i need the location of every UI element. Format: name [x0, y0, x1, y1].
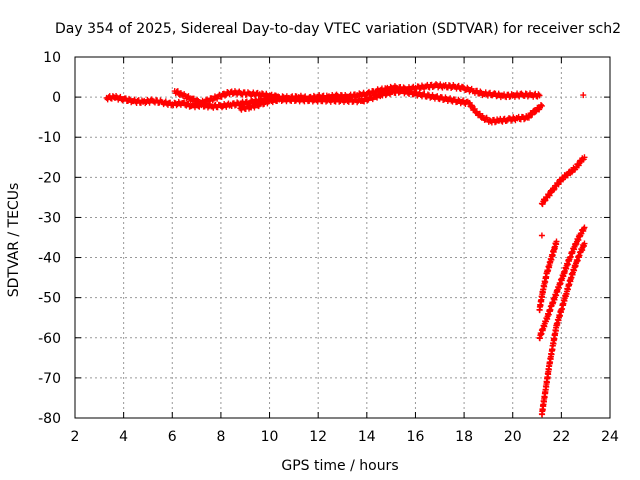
data-point-interp: [524, 93, 531, 100]
data-points: [103, 81, 588, 418]
x-tick-label: 6: [168, 429, 177, 445]
data-point-interp: [471, 105, 478, 112]
x-tick-label: 16: [407, 429, 425, 445]
data-point: [581, 224, 588, 231]
data-point: [581, 154, 588, 161]
chart-title: Day 354 of 2025, Sidereal Day-to-day VTE…: [55, 21, 621, 37]
x-tick-label: 8: [216, 429, 225, 445]
series: [237, 86, 545, 126]
data-point-interp: [218, 93, 225, 100]
x-tick-label: 24: [601, 429, 619, 445]
y-axis-label: SDTVAR / TECUs: [6, 183, 22, 298]
data-point-interp: [174, 88, 181, 95]
x-tick-label: 18: [455, 429, 473, 445]
data-point-interp: [529, 111, 536, 118]
series: [538, 154, 588, 208]
y-tick-label: -60: [38, 331, 61, 347]
y-tick-label: -70: [38, 371, 61, 387]
data-point-interp: [535, 91, 542, 98]
data-point-interp: [521, 116, 528, 123]
data-point-interp: [222, 92, 229, 99]
y-tick-label: 10: [43, 50, 61, 66]
data-point: [553, 238, 560, 245]
x-tick-label: 12: [309, 429, 327, 445]
series: [536, 238, 560, 314]
y-tick-label: -40: [38, 251, 61, 267]
x-tick-label: 14: [358, 429, 376, 445]
x-tick-label: 22: [552, 429, 570, 445]
y-tick-label: -30: [38, 210, 61, 226]
data-point-interp: [126, 95, 133, 102]
data-point-interp: [477, 88, 484, 95]
series: [538, 240, 588, 418]
y-tick-label: -50: [38, 291, 61, 307]
data-point-interp: [448, 85, 455, 92]
data-point-interp: [537, 101, 544, 108]
grid: [75, 57, 610, 418]
data-point: [538, 232, 545, 239]
y-tick-label: -20: [38, 170, 61, 186]
y-tick-label: -10: [38, 130, 61, 146]
data-point-interp: [364, 97, 371, 104]
series: [171, 88, 283, 107]
axis-ticks: 2 4 6 8 10 12 14 16 18 20 22 24100-10-20-30-40-50-6…: [38, 50, 619, 445]
data-point: [581, 240, 588, 247]
x-tick-label: 20: [504, 429, 522, 445]
y-tick-label: -80: [38, 411, 61, 427]
series: [538, 92, 587, 239]
x-tick-label: 10: [261, 429, 279, 445]
x-tick-label: 2: [71, 429, 80, 445]
y-tick-label: 0: [52, 90, 61, 106]
data-point: [536, 92, 543, 99]
data-point: [538, 102, 545, 109]
data-point-interp: [532, 108, 539, 115]
data-point: [580, 92, 587, 99]
x-tick-label: 4: [119, 429, 128, 445]
plot-frame: [74, 56, 611, 419]
data-point-interp: [194, 96, 201, 103]
series: [536, 224, 588, 342]
x-axis-label: GPS time / hours: [281, 458, 398, 474]
